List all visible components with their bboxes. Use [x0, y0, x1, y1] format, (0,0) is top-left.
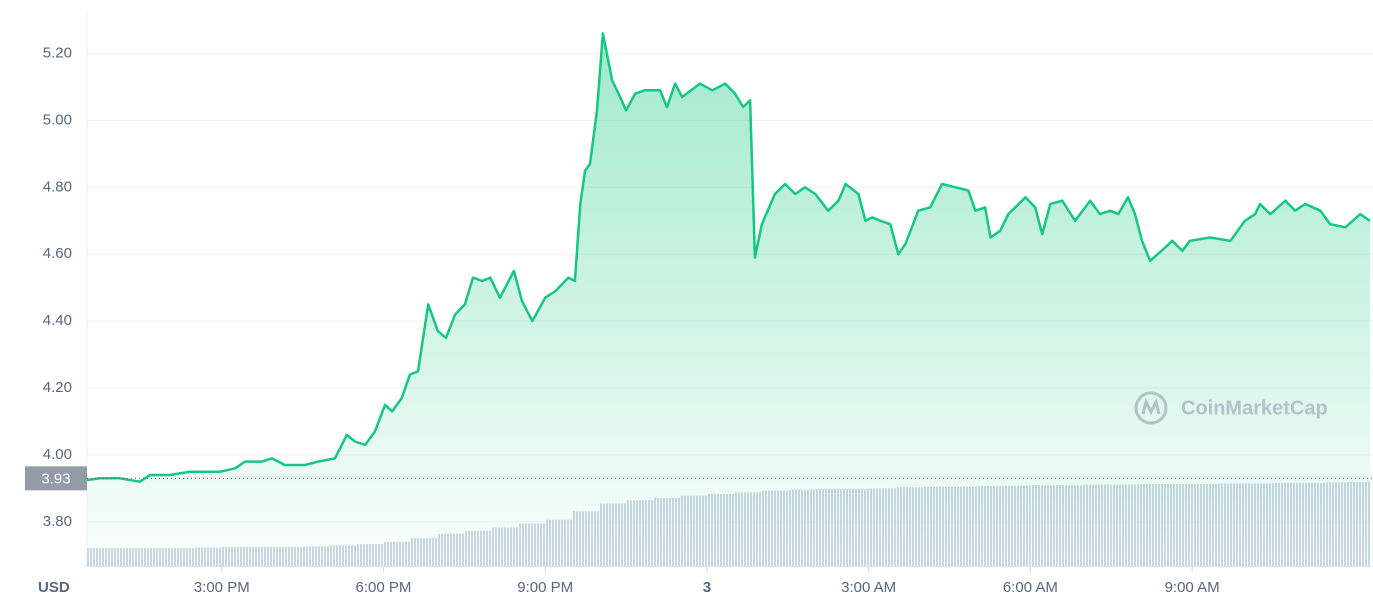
y-tick-label: 4.80: [43, 178, 72, 195]
y-tick-label: 4.60: [43, 245, 72, 262]
y-tick-label: 5.00: [43, 111, 72, 128]
x-tick-label: 9:00 AM: [1165, 579, 1220, 596]
x-tick-label: 3:00 PM: [194, 579, 250, 596]
y-tick-label: 4.20: [43, 379, 72, 396]
x-tick-label: 6:00 PM: [356, 579, 412, 596]
currency-label: USD: [38, 579, 70, 596]
y-tick-label: 3.80: [43, 513, 72, 530]
current-price-label: 3.93: [41, 470, 70, 487]
area-fill: [87, 33, 1370, 567]
x-tick-label: 3: [703, 579, 711, 596]
y-tick-label: 4.00: [43, 446, 72, 463]
watermark: CoinMarketCap: [1134, 391, 1328, 425]
price-line: [86, 32, 1371, 483]
current-price-box: [25, 466, 87, 491]
y-tick-label: 4.40: [43, 312, 72, 329]
x-tick-label: 9:00 PM: [517, 579, 573, 596]
x-tick-label: 3:00 AM: [841, 579, 896, 596]
watermark-text: CoinMarketCap: [1181, 397, 1328, 419]
y-tick-label: 5.20: [43, 44, 72, 61]
x-tick-label: 6:00 AM: [1003, 579, 1058, 596]
